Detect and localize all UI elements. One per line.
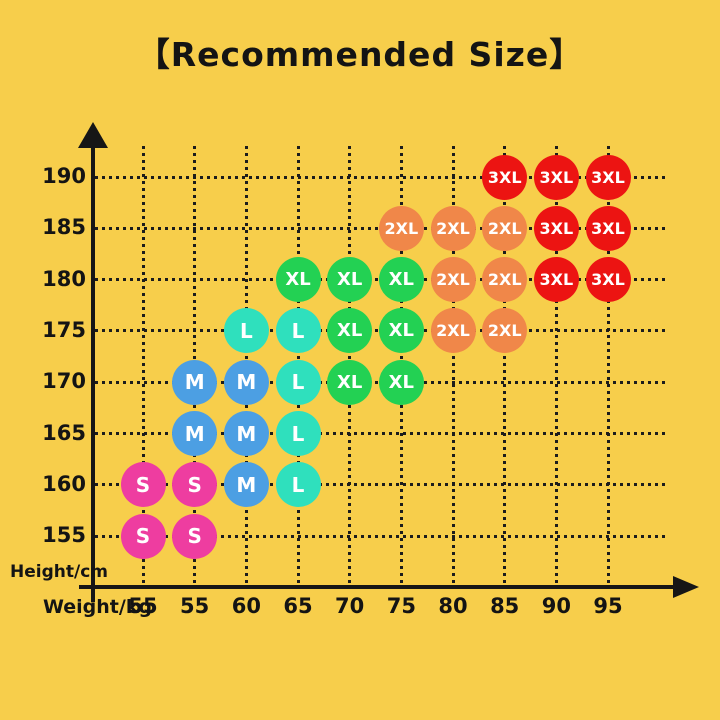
size-circle-m: M bbox=[223, 411, 269, 456]
x-tick-label: 95 bbox=[593, 594, 623, 618]
gridline-vertical bbox=[141, 146, 145, 587]
size-circle-xl: XL bbox=[327, 257, 373, 303]
y-axis-line bbox=[91, 138, 95, 602]
size-circle-xl: XL bbox=[327, 308, 373, 354]
x-tick-label: 75 bbox=[386, 594, 416, 618]
size-circle-2xl: 2XL bbox=[430, 205, 476, 251]
y-tick-label: 185 bbox=[42, 215, 86, 240]
y-tick-label: 155 bbox=[42, 523, 86, 548]
x-tick-label: 55 bbox=[180, 594, 210, 618]
size-circle-s: S bbox=[172, 513, 218, 559]
size-circle-m: M bbox=[223, 462, 269, 508]
size-circle-2xl: 2XL bbox=[482, 205, 528, 251]
size-circle-2xl: 2XL bbox=[378, 205, 424, 251]
x-axis-line bbox=[79, 585, 675, 589]
gridline-horizontal bbox=[95, 175, 665, 179]
size-circle-3xl: 3XL bbox=[482, 154, 528, 200]
size-circle-l: L bbox=[275, 411, 321, 456]
x-tick-label: 60 bbox=[231, 594, 261, 618]
x-axis-title: Weight/kg bbox=[43, 596, 153, 618]
gridline-horizontal bbox=[95, 432, 665, 435]
size-circle-3xl: 3XL bbox=[533, 154, 579, 200]
size-circle-xl: XL bbox=[327, 359, 373, 405]
y-tick-label: 165 bbox=[42, 420, 86, 445]
y-tick-label: 160 bbox=[42, 471, 86, 496]
size-circle-2xl: 2XL bbox=[482, 308, 528, 354]
y-axis-arrow-icon bbox=[78, 122, 108, 148]
size-circle-3xl: 3XL bbox=[585, 257, 631, 303]
size-circle-3xl: 3XL bbox=[585, 154, 631, 200]
x-tick-label: 55 bbox=[128, 594, 158, 618]
gridline-vertical bbox=[554, 146, 558, 587]
size-circle-2xl: 2XL bbox=[430, 308, 476, 354]
gridline-vertical bbox=[606, 146, 610, 587]
x-tick-label: 70 bbox=[335, 594, 365, 618]
size-circle-xl: XL bbox=[275, 257, 321, 303]
size-circle-l: L bbox=[275, 308, 321, 354]
x-tick-label: 80 bbox=[438, 594, 468, 618]
size-circle-l: L bbox=[275, 462, 321, 508]
x-axis-arrow-icon bbox=[673, 576, 699, 598]
size-circle-s: S bbox=[120, 513, 166, 559]
size-circle-s: S bbox=[120, 462, 166, 508]
gridline-horizontal bbox=[95, 534, 665, 538]
size-circle-2xl: 2XL bbox=[482, 257, 528, 303]
size-circle-xl: XL bbox=[378, 308, 424, 354]
size-circle-3xl: 3XL bbox=[533, 257, 579, 303]
size-circle-3xl: 3XL bbox=[533, 205, 579, 251]
y-tick-label: 190 bbox=[42, 164, 86, 188]
size-circle-m: M bbox=[172, 359, 218, 405]
x-tick-label: 85 bbox=[490, 594, 520, 618]
x-tick-label: 90 bbox=[541, 594, 571, 618]
size-circle-m: M bbox=[223, 359, 269, 405]
gridline-vertical bbox=[451, 146, 455, 587]
y-tick-label: 170 bbox=[42, 369, 86, 394]
y-tick-label: 175 bbox=[42, 317, 86, 342]
size-circle-s: S bbox=[172, 462, 218, 508]
x-tick-label: 65 bbox=[283, 594, 313, 618]
size-circle-xl: XL bbox=[378, 359, 424, 405]
size-circle-3xl: 3XL bbox=[585, 205, 631, 251]
size-circle-l: L bbox=[223, 308, 269, 354]
gridline-vertical bbox=[503, 146, 507, 587]
size-circle-2xl: 2XL bbox=[430, 257, 476, 303]
size-circle-m: M bbox=[172, 411, 218, 456]
chart-title: 【Recommended Size】 bbox=[136, 35, 584, 74]
y-tick-label: 180 bbox=[42, 266, 86, 291]
y-axis-title: Height/cm bbox=[10, 562, 108, 582]
gridline-horizontal bbox=[95, 483, 665, 487]
size-circle-xl: XL bbox=[378, 257, 424, 303]
size-circle-l: L bbox=[275, 359, 321, 405]
